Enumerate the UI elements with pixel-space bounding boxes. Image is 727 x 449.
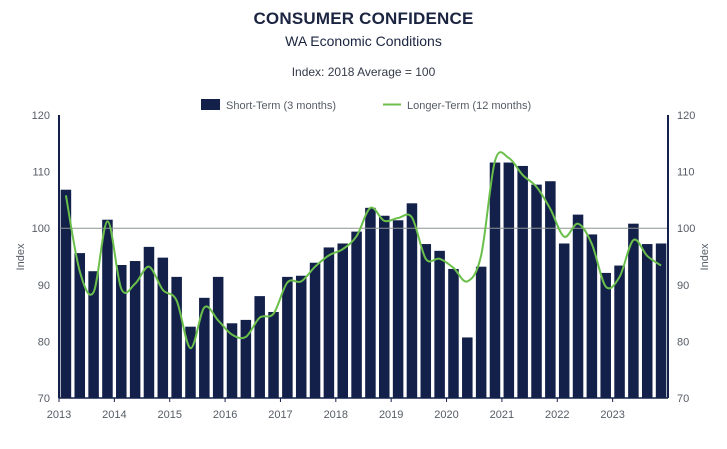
y-tick-label-right: 90 <box>677 280 689 292</box>
bar <box>628 223 639 398</box>
y-tick-label-left: 90 <box>38 280 50 292</box>
bar <box>600 272 611 398</box>
x-tick-label: 2022 <box>545 409 569 421</box>
bar-series-short-term <box>60 162 667 398</box>
y-tick-label-left: 100 <box>32 223 50 235</box>
bar <box>462 337 473 398</box>
y-tick-label-right: 110 <box>677 167 695 179</box>
bar <box>572 214 584 398</box>
x-tick-label: 2023 <box>600 409 624 421</box>
bar <box>240 319 252 398</box>
bar <box>268 311 279 398</box>
bar <box>420 244 432 398</box>
y-ticks-left: 70 80 90 100 110 120 <box>32 110 50 405</box>
bar <box>323 247 335 398</box>
bar <box>434 250 445 398</box>
y-tick-label-right: 70 <box>677 393 689 405</box>
bar <box>226 323 238 398</box>
bar <box>143 246 155 398</box>
bar <box>88 271 99 398</box>
bar <box>351 231 362 398</box>
bar <box>545 181 556 398</box>
chart-title: CONSUMER CONFIDENCE <box>253 9 474 28</box>
bar <box>309 262 321 398</box>
y-tick-label-left: 70 <box>38 393 50 405</box>
bar <box>655 243 667 398</box>
x-tick-label: 2014 <box>102 409 126 421</box>
bar <box>517 165 528 398</box>
bar <box>102 219 113 398</box>
bar <box>379 215 390 398</box>
bar <box>129 261 141 398</box>
bar <box>282 276 293 398</box>
x-ticks: 2013 2014 2015 2016 2017 2018 2019 2020 2021 2022… <box>47 398 625 421</box>
chart-subtitle: WA Economic Conditions <box>285 33 442 49</box>
y-tick-label-right: 80 <box>677 336 689 348</box>
x-tick-label: 2021 <box>490 409 514 421</box>
y-tick-label-right: 100 <box>677 223 695 235</box>
bar <box>185 326 196 398</box>
bar <box>116 264 127 398</box>
x-tick-label: 2017 <box>268 409 292 421</box>
y-axis-label-right: Index <box>699 243 711 270</box>
x-tick-label: 2013 <box>47 409 71 421</box>
x-tick-label: 2016 <box>213 409 237 421</box>
bar <box>365 207 376 398</box>
bar <box>531 184 542 398</box>
bar <box>60 189 72 398</box>
bar <box>171 276 182 398</box>
bar <box>406 203 418 398</box>
x-tick-label: 2020 <box>434 409 458 421</box>
x-tick-label: 2015 <box>157 409 181 421</box>
y-tick-label-left: 110 <box>32 167 50 179</box>
bar <box>586 234 598 398</box>
y-ticks-right: 70 80 90 100 110 120 <box>677 110 695 405</box>
bar <box>558 243 570 398</box>
x-tick-label: 2019 <box>379 409 403 421</box>
legend-label-longer-term: Longer-Term (12 months) <box>407 100 531 112</box>
bar <box>641 244 653 398</box>
bar <box>503 162 515 398</box>
bar <box>157 257 169 398</box>
x-tick-label: 2018 <box>324 409 348 421</box>
bar <box>448 268 459 398</box>
bar <box>199 297 210 398</box>
bar <box>614 265 625 398</box>
bar <box>295 275 307 398</box>
bar <box>475 266 487 398</box>
y-axis-label-left: Index <box>15 243 27 270</box>
bar <box>392 220 404 398</box>
bar <box>337 243 348 398</box>
legend-swatch-short-term <box>201 99 220 110</box>
legend: Short-Term (3 months) Longer-Term (12 mo… <box>201 99 531 112</box>
bar <box>74 253 86 398</box>
y-tick-label-left: 120 <box>32 110 50 122</box>
y-tick-label-left: 80 <box>38 336 50 348</box>
bar <box>212 276 224 398</box>
bar <box>254 296 265 398</box>
bar <box>489 162 501 398</box>
legend-label-short-term: Short-Term (3 months) <box>226 100 336 112</box>
y-tick-label-right: 120 <box>677 110 695 122</box>
index-note: Index: 2018 Average = 100 <box>291 65 436 79</box>
line-series-longer-term <box>64 151 662 350</box>
